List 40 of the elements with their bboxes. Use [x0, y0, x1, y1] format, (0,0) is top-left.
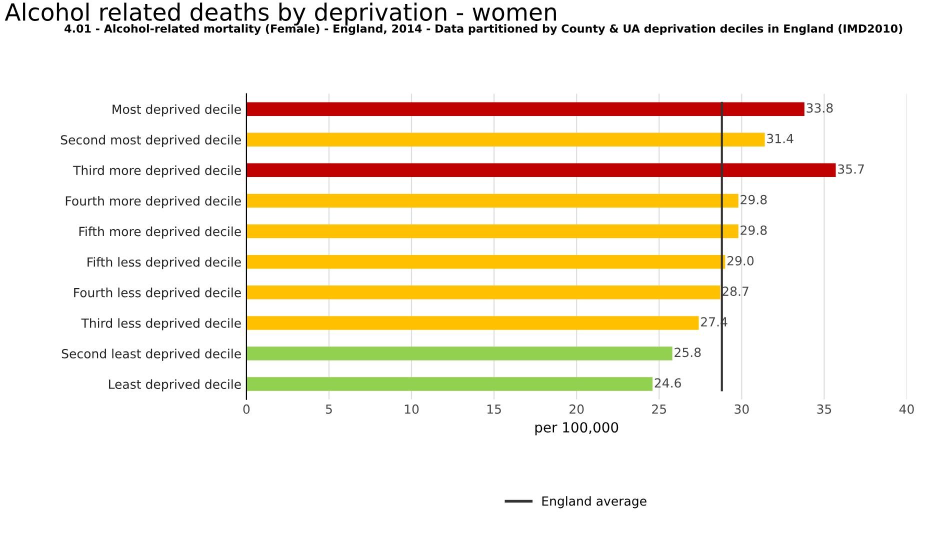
data-label: 31.4 [767, 134, 794, 144]
bar [246, 316, 699, 330]
data-label: 29.8 [740, 194, 767, 204]
y-tick-label: Second most deprived decile [60, 134, 241, 147]
x-tick-label: 20 [570, 404, 584, 414]
bar [246, 194, 738, 208]
bar [246, 254, 726, 269]
data-label: 24.6 [654, 378, 681, 388]
bar [246, 224, 738, 238]
legend-label: England average [542, 496, 646, 508]
data-label: 33.8 [806, 103, 833, 113]
bar [246, 377, 653, 391]
y-tick-label: Third less deprived decile [81, 318, 241, 330]
x-tick-label: 30 [734, 404, 749, 414]
x-tick-label: 15 [487, 404, 501, 414]
bar [246, 286, 720, 300]
x-tick-label: 40 [899, 404, 914, 414]
bar [246, 102, 804, 116]
bar [246, 346, 672, 360]
x-axis-title: per 100,000 [535, 422, 618, 436]
x-tick-label: 35 [817, 404, 832, 414]
y-tick-label: Fifth more deprived decile [79, 226, 241, 239]
data-label: 35.7 [838, 164, 864, 174]
bar [246, 163, 836, 178]
x-tick-label: 0 [243, 404, 250, 414]
y-tick-label: Fourth less deprived decile [74, 288, 241, 300]
data-label: 29.8 [740, 225, 767, 235]
data-label: 29.0 [727, 256, 754, 266]
y-tick-label: Fourth more deprived decile [66, 196, 241, 208]
y-tick-label: Second least deprived decile [62, 348, 241, 361]
y-tick-label: Least deprived decile [109, 379, 241, 392]
y-tick-label: Third more deprived decile [73, 165, 241, 178]
chart-subtitle: 4.01 - Alcohol-related mortality (Female) - England, 2014 - Data partitioned by County & UA deprivation deciles in England (IMD2010) [64, 24, 902, 35]
x-tick-label: 10 [404, 404, 419, 414]
x-tick-label: 5 [326, 404, 332, 414]
y-tick-label: Most deprived decile [112, 104, 241, 116]
data-label: 25.8 [674, 348, 701, 358]
y-tick-label: Fifth less deprived decile [88, 257, 241, 270]
bar [246, 132, 765, 146]
x-tick-label: 25 [652, 404, 666, 414]
